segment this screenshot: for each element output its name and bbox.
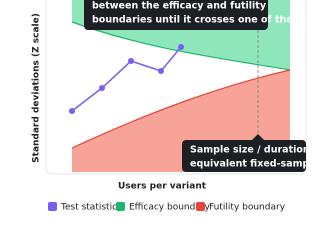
- y-axis-label: Standard deviations (Z scale): [32, 13, 42, 163]
- futility-boundary: [71, 69, 291, 149]
- legend-swatch: [48, 202, 57, 211]
- callout-box: [182, 140, 306, 172]
- callout-pointer: [252, 134, 264, 140]
- x-axis-label: Users per variant: [118, 182, 207, 192]
- legend-label: Efficacy boundary: [129, 203, 211, 213]
- callout-box: [84, 0, 268, 30]
- test-statistic-points: [69, 44, 184, 114]
- diagram: between the efficacy and futility bounda…: [31, 0, 320, 213]
- callout-text: boundaries until it crosses one of them.: [92, 15, 306, 26]
- legend-label: Test statistic: [60, 203, 117, 213]
- efficacy-boundary: [71, 21, 291, 71]
- legend-swatch: [116, 202, 125, 211]
- legend-swatch: [196, 202, 205, 211]
- callout-text: Sample size / duration of an: [190, 145, 320, 156]
- callout-text: between the efficacy and futility: [92, 1, 267, 12]
- callout-text: equivalent fixed-sample test.: [190, 159, 320, 170]
- legend-label: Futility boundary: [209, 203, 286, 213]
